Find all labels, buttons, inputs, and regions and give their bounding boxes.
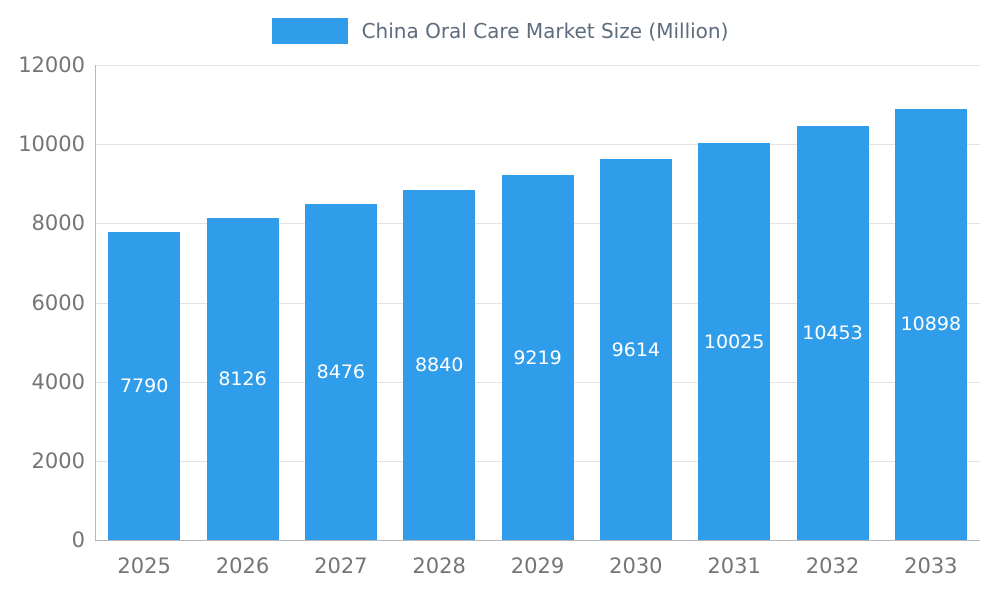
bar-value-label: 9219 [513,346,562,369]
bar-2025: 7790 [108,231,181,540]
bar-value-label: 7790 [119,374,169,397]
bar-2031: 10025 [698,143,771,540]
x-axis-tick-label: 2029 [510,554,565,578]
bar-2032: 10453 [796,126,869,540]
y-axis-tick-label: 6000 [31,290,85,315]
x-axis-tick-label: 2025 [117,554,171,578]
x-axis-tick-label: 2031 [707,554,761,578]
y-axis-tick-label: 4000 [31,369,85,394]
bar-2033: 10898 [894,108,967,540]
y-axis-tick-label: 12000 [18,53,85,77]
x-axis-tick-label: 2030 [609,554,663,578]
bar-2028: 8840 [403,190,476,540]
bar-value-label: 9614 [611,338,660,361]
bar-value-label: 10898 [900,313,962,336]
bar-value-label: 10025 [703,330,765,353]
bar-value-label: 8840 [414,354,464,377]
bar-value-label: 10453 [802,322,863,345]
bar-2029: 9219 [501,175,574,540]
x-axis-line [95,540,980,541]
legend-swatch-icon [271,18,348,44]
y-axis-tick-label: 8000 [31,211,85,236]
bar-2030: 9614 [599,159,672,540]
x-axis-tick-label: 2026 [215,554,270,578]
bar-value-label: 8126 [218,368,267,391]
y-axis-line [95,65,96,540]
bar-2026: 8126 [206,218,279,540]
bar-2027: 8476 [304,204,377,540]
y-axis-tick-label: 0 [71,528,85,552]
gridline [95,65,980,66]
x-axis-tick-label: 2027 [314,554,368,578]
x-axis-tick-label: 2032 [805,554,860,578]
bar-value-label: 8476 [316,361,365,384]
legend-label: China Oral Care Market Size (Million) [361,19,729,43]
x-axis-tick-label: 2033 [904,554,958,578]
x-axis-tick-label: 2028 [412,554,466,578]
y-axis-tick-label: 2000 [31,448,85,473]
chart-legend: China Oral Care Market Size (Million) [0,18,1000,44]
gridline [95,144,980,146]
y-axis-tick-label: 10000 [18,132,85,157]
